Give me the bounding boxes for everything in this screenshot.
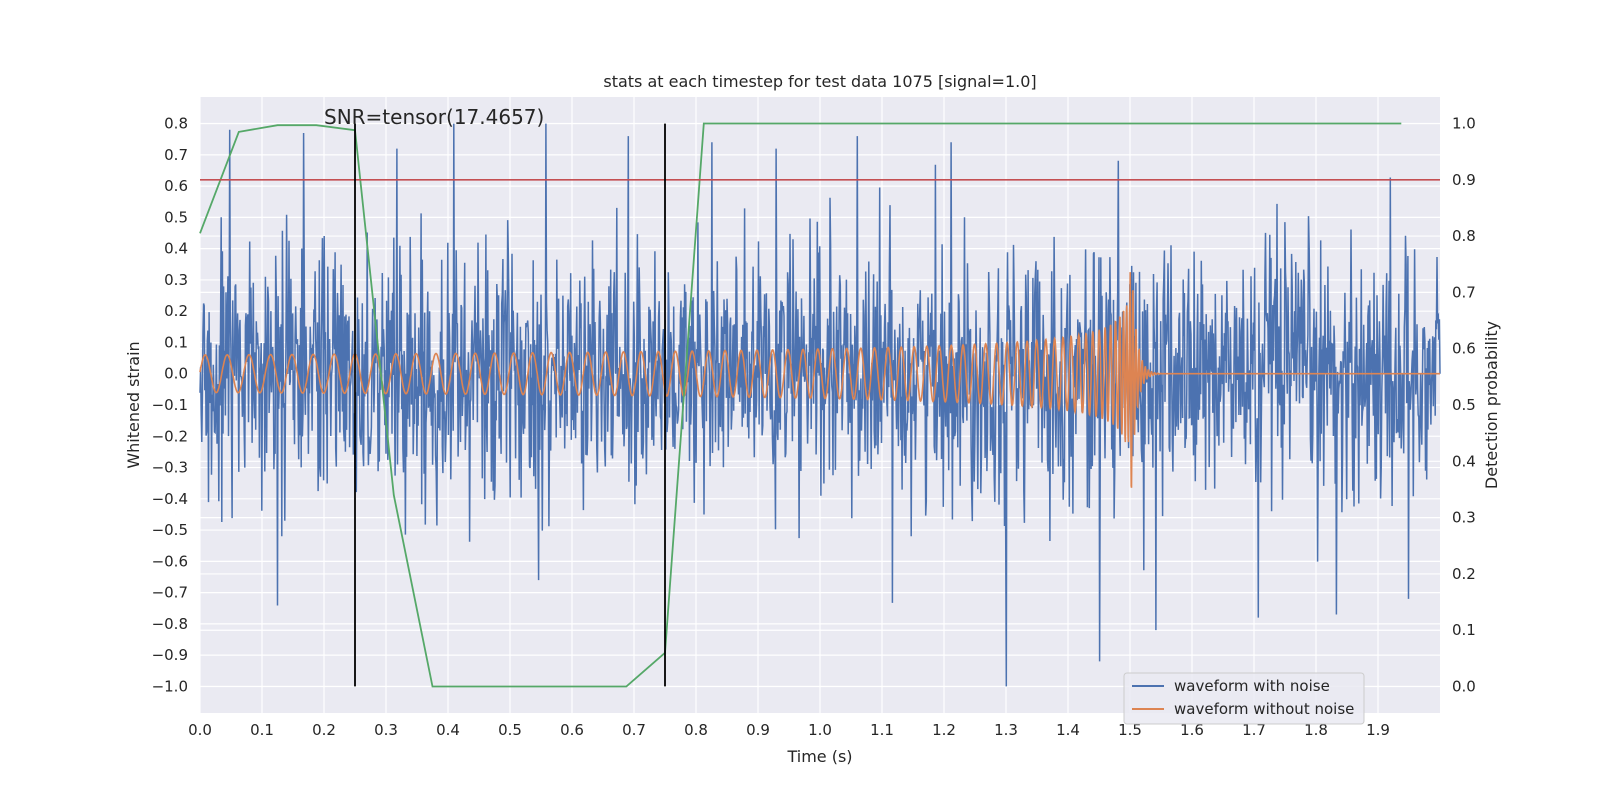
y-axis-label: Whitened strain bbox=[124, 341, 143, 468]
grid-lines bbox=[199, 97, 1440, 713]
x-tick-label: 0.1 bbox=[250, 721, 274, 739]
x-tick-label: 1.1 bbox=[870, 721, 894, 739]
x-tick-label: 0.6 bbox=[560, 721, 584, 739]
y-tick-label: 0.0 bbox=[164, 365, 188, 383]
y-right-tick-label: 0.3 bbox=[1452, 509, 1476, 527]
x-tick-label: 1.2 bbox=[932, 721, 956, 739]
legend-box bbox=[1123, 672, 1365, 725]
y-right-tick-label: 0.0 bbox=[1452, 678, 1476, 696]
y-tick-label: −0.9 bbox=[152, 646, 188, 664]
clean-waveform-line bbox=[199, 272, 1440, 488]
x-tick-label: 0.0 bbox=[188, 721, 212, 739]
y-axis-right-label: Detection probability bbox=[1482, 321, 1501, 489]
legend-label-noisy: waveform with noise bbox=[1174, 677, 1330, 695]
y-tick-label: −1.0 bbox=[152, 677, 188, 695]
x-tick-label: 1.0 bbox=[808, 721, 832, 739]
x-tick-label: 0.3 bbox=[374, 721, 398, 739]
y-tick-label: −0.5 bbox=[152, 521, 188, 539]
series-layer bbox=[199, 122, 1441, 688]
x-tick-label: 0.9 bbox=[746, 721, 770, 739]
x-tick-label: 0.4 bbox=[436, 721, 460, 739]
chart-title: stats at each timestep for test data 107… bbox=[603, 72, 1036, 91]
noisy-waveform-line bbox=[199, 123, 1441, 687]
y-tick-label: 0.7 bbox=[164, 146, 188, 164]
x-tick-label: 1.7 bbox=[1242, 721, 1266, 739]
y-right-tick-label: 0.2 bbox=[1452, 565, 1476, 583]
x-tick-label: 1.4 bbox=[1056, 721, 1080, 739]
y-right-tick-label: 0.6 bbox=[1452, 340, 1476, 358]
x-tick-label: 0.8 bbox=[684, 721, 708, 739]
legend: waveform with noise waveform without noi… bbox=[1123, 672, 1365, 725]
y-tick-label: −0.4 bbox=[152, 490, 188, 508]
y-right-tick-label: 0.7 bbox=[1452, 283, 1476, 301]
x-tick-label: 1.8 bbox=[1304, 721, 1328, 739]
y-right-tick-label: 0.5 bbox=[1452, 396, 1476, 414]
y-tick-label: −0.1 bbox=[152, 396, 188, 414]
y-tick-label: 0.5 bbox=[164, 208, 188, 226]
marker-layer bbox=[354, 123, 666, 687]
y-tick-label: −0.6 bbox=[152, 552, 188, 570]
snr-annotation: SNR=tensor(17.4657) bbox=[324, 105, 544, 129]
y-right-tick-label: 0.4 bbox=[1452, 452, 1476, 470]
x-tick-label: 0.5 bbox=[498, 721, 522, 739]
x-tick-label: 1.3 bbox=[994, 721, 1018, 739]
x-tick-label: 1.9 bbox=[1366, 721, 1390, 739]
y-tick-label: 0.2 bbox=[164, 302, 188, 320]
y-tick-label: 0.4 bbox=[164, 240, 188, 258]
y-tick-label: 0.1 bbox=[164, 333, 188, 351]
x-axis-label: Time (s) bbox=[786, 747, 852, 766]
x-tick-label: 1.5 bbox=[1118, 721, 1142, 739]
y-tick-label: 0.6 bbox=[164, 177, 188, 195]
legend-label-clean: waveform without noise bbox=[1174, 700, 1354, 718]
y-right-tick-label: 0.8 bbox=[1452, 227, 1476, 245]
y-tick-label: 0.8 bbox=[164, 115, 188, 133]
y-tick-label: 0.3 bbox=[164, 271, 188, 289]
y-tick-label: −0.2 bbox=[152, 427, 188, 445]
x-tick-label: 1.6 bbox=[1180, 721, 1204, 739]
y-right-tick-label: 1.0 bbox=[1452, 114, 1476, 132]
tick-layer: 0.0 0.1 0.2 0.3 0.4 0.5 0.6 0.7 0.8 0.9 1.0 1.1 1.2 1… bbox=[152, 114, 1476, 739]
detection-probability-line bbox=[199, 122, 1402, 688]
y-right-tick-label: 0.1 bbox=[1452, 621, 1476, 639]
y-right-tick-label: 0.9 bbox=[1452, 171, 1476, 189]
y-tick-label: −0.3 bbox=[152, 459, 188, 477]
y-tick-label: −0.7 bbox=[152, 584, 188, 602]
x-tick-label: 0.2 bbox=[312, 721, 336, 739]
y-tick-label: −0.8 bbox=[152, 615, 188, 633]
x-tick-label: 0.7 bbox=[622, 721, 646, 739]
